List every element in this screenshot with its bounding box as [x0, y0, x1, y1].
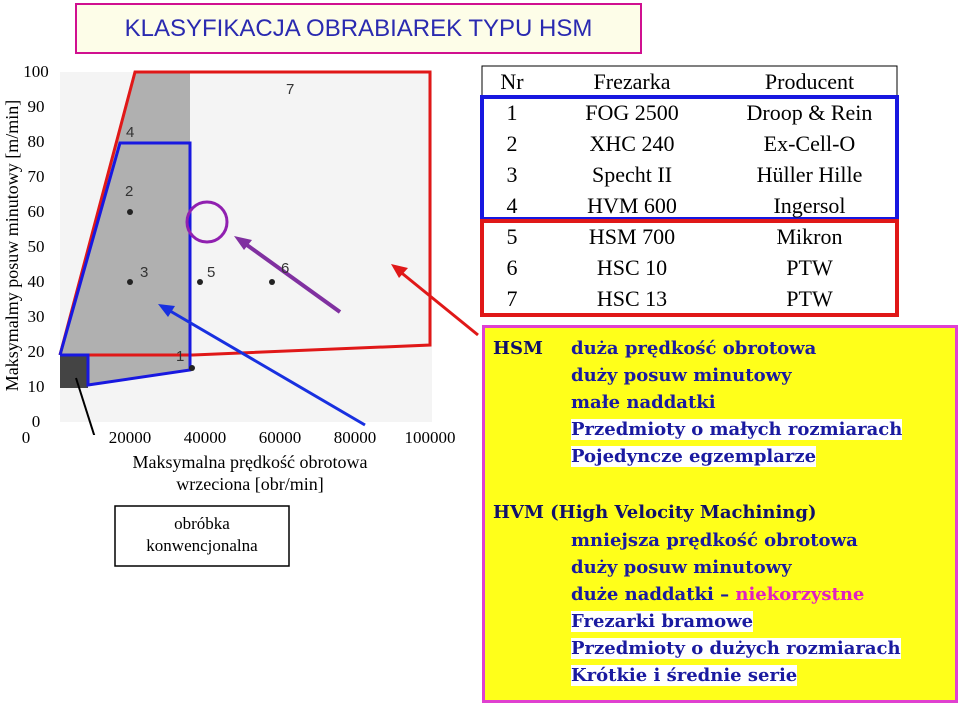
table-cell: XHC 240 — [589, 131, 675, 156]
hsm-line: Pojedyncze egzemplarze — [571, 446, 817, 467]
y-tick-label: 60 — [27, 202, 45, 221]
chart-graphic: 1 2 3 4 5 6 7 — [58, 70, 479, 435]
table-cell: Mikron — [776, 224, 843, 249]
y-tick-label: 10 — [27, 377, 45, 396]
arrowhead — [158, 304, 175, 317]
table-row: 3 Specht II Hüller Hille — [482, 159, 897, 190]
x-tick-label: 0 — [21, 428, 31, 447]
box-line: konwencjonalna — [146, 536, 258, 555]
y-tick-label: 90 — [27, 97, 45, 116]
table-row: 6 HSC 10 PTW — [482, 252, 897, 283]
point-label: 2 — [125, 183, 133, 200]
hvm-label: HVM (High Velocity Machining) — [493, 502, 817, 523]
table-cell: HSC 13 — [596, 286, 668, 311]
slide-title: KLASYFIKACJA OBRABIAREK TYPU HSM — [75, 3, 642, 54]
hvm-line: Przedmioty o dużych rozmiarach — [571, 638, 901, 659]
hvm-line: mniejsza prędkość obrotowa — [571, 530, 858, 551]
table-row: 2 XHC 240 Ex-Cell-O — [482, 128, 897, 159]
y-tick-label: 70 — [27, 167, 45, 186]
table-cell: 1 — [506, 100, 518, 125]
table-cell: 2 — [506, 131, 518, 156]
header-cell: Frezarka — [593, 69, 671, 94]
table-row: 5 HSM 700 Mikron — [482, 221, 897, 252]
table-cell: Ingersol — [773, 193, 846, 218]
table-cell: 4 — [506, 193, 518, 218]
table-cell: Hüller Hille — [756, 162, 863, 187]
hvm-line: Krótkie i średnie serie — [571, 665, 798, 686]
y-tick-label: 80 — [27, 132, 45, 151]
x-tick-label: 40000 — [183, 428, 227, 447]
x-axis-label: wrzeciona [obr/min] — [176, 474, 324, 494]
table-header: Nr Frezarka Producent — [482, 66, 897, 97]
table-cell: 7 — [506, 286, 518, 311]
table-cell: Ex-Cell-O — [763, 131, 856, 156]
x-tick-label: 20000 — [108, 428, 152, 447]
table-frames — [480, 65, 899, 317]
hsm-line: małe naddatki — [571, 392, 716, 413]
table-cell: 6 — [506, 255, 518, 280]
hvm-line-highlight: niekorzystne — [735, 584, 865, 605]
pointer-line — [75, 377, 96, 435]
x-tick-label: 80000 — [333, 428, 377, 447]
table-cell: HSM 700 — [588, 224, 676, 249]
blue-arrow — [164, 306, 366, 427]
header-cell: Producent — [764, 69, 855, 94]
table-row: 1 FOG 2500 Droop & Rein — [482, 97, 897, 128]
hsm-line: Przedmioty o małych rozmiarach — [571, 419, 903, 440]
purple-arrow — [238, 238, 342, 314]
point-label: 1 — [176, 348, 184, 365]
machine-table: Nr Frezarka Producent 1 FOG 2500 Droop & Rein… — [482, 66, 897, 314]
table-row: 7 HSC 13 PTW — [482, 283, 897, 314]
hsm-label: HSM — [493, 338, 543, 359]
arrowhead — [391, 264, 408, 278]
hsm-line: duża prędkość obrotowa — [571, 338, 817, 359]
conventional-box: obróbka konwencjonalna — [114, 513, 290, 557]
point-label: 7 — [286, 81, 294, 98]
point-label: 3 — [140, 264, 148, 281]
machine-points — [127, 209, 275, 371]
point-label: 5 — [207, 264, 215, 281]
highlight-circle — [185, 200, 229, 244]
header-cell: Nr — [500, 69, 524, 94]
hsm-region — [58, 70, 432, 357]
description-panel: HSM duża prędkość obrotowa duży posuw min… — [482, 325, 958, 703]
table-cell: 3 — [506, 162, 518, 187]
table-cell: HVM 600 — [587, 193, 677, 218]
point-label: 6 — [281, 260, 289, 277]
x-tick-label: 100000 — [404, 428, 456, 447]
x-tick-label: 60000 — [258, 428, 302, 447]
hvm-line: Frezarki bramowe — [571, 611, 754, 632]
table-cell: HSC 10 — [596, 255, 668, 280]
hvm-line-text: duże naddatki – — [571, 584, 730, 605]
red-arrow — [397, 268, 479, 337]
table-cell: Specht II — [591, 162, 673, 187]
conventional-box-frame — [114, 505, 290, 567]
conventional-square — [60, 355, 88, 388]
hsm-line: duży posuw minutowy — [571, 365, 792, 386]
hvm-line: duże naddatki – niekorzystne — [571, 584, 864, 605]
table-cell: Droop & Rein — [746, 100, 873, 125]
y-tick-label: 100 — [23, 62, 49, 81]
y-tick-label: 50 — [27, 237, 45, 256]
y-tick-label: 0 — [31, 412, 41, 431]
table-cell: PTW — [786, 286, 833, 311]
y-tick-label: 30 — [27, 307, 45, 326]
x-axis-label: Maksymalna prędkość obrotowa — [132, 452, 368, 472]
hvm-line: duży posuw minutowy — [571, 557, 792, 578]
table-row: 4 HVM 600 Ingersol — [482, 190, 897, 221]
box-line: obróbka — [174, 514, 230, 533]
table-cell: 5 — [506, 224, 518, 249]
y-tick-label: 40 — [27, 272, 45, 291]
conventional-area — [60, 72, 190, 388]
y-tick-label: 20 — [27, 342, 45, 361]
table-cell: PTW — [786, 255, 833, 280]
table-cell: FOG 2500 — [585, 100, 679, 125]
point-label: 4 — [126, 124, 134, 141]
arrowhead — [234, 236, 252, 250]
